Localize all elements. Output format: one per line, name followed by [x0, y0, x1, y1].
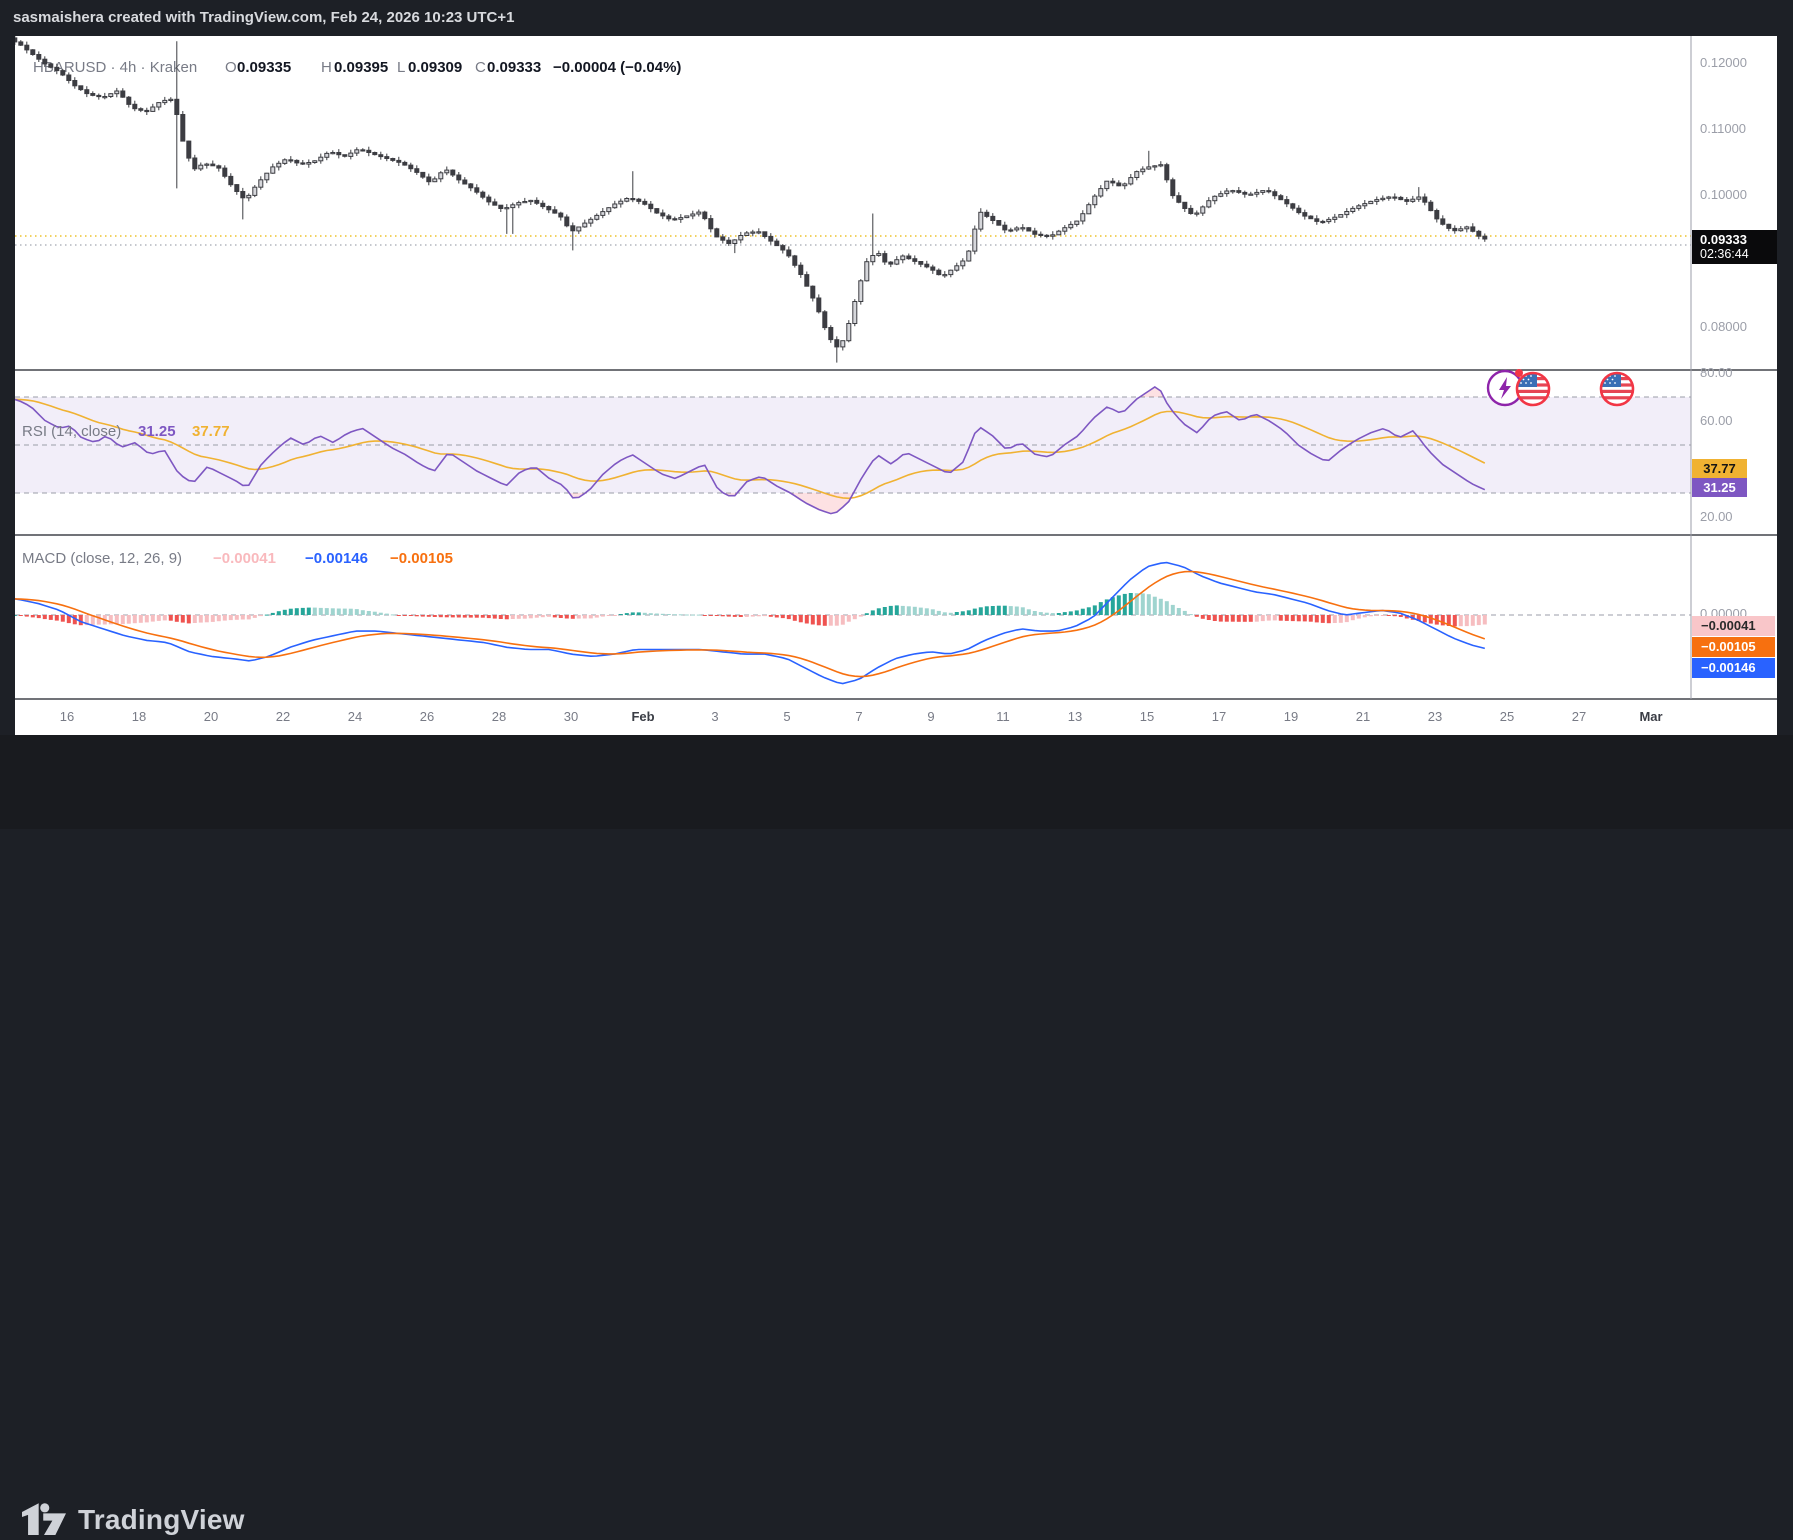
- rsi-value-label: 31.25: [1692, 478, 1747, 497]
- time-axis-label: 23: [1427, 709, 1443, 724]
- time-axis-label: 19: [1283, 709, 1299, 724]
- ohlc-close-value: 0.09333: [487, 59, 541, 76]
- time-axis-label: 20: [203, 709, 219, 724]
- bar-countdown: 02:36:44: [1700, 247, 1749, 261]
- time-axis-label: 11: [996, 709, 1010, 724]
- rsi-axis-label: 60.00: [1700, 413, 1733, 428]
- price-axis-label: 0.12000: [1700, 55, 1747, 70]
- price-axis-label: 0.10000: [1700, 187, 1747, 202]
- macd-legend-title: MACD (close, 12, 26, 9): [22, 550, 182, 567]
- time-axis-label: 22: [275, 709, 291, 724]
- event-icons: [1486, 369, 1635, 407]
- time-axis-label: 16: [59, 709, 75, 724]
- us-flag-event-icon-2: [1599, 371, 1635, 407]
- symbol-title: HBARUSD · 4h · Kraken: [33, 59, 197, 76]
- price-axis-label: 0.11000: [1700, 121, 1747, 136]
- time-axis-label: 26: [419, 709, 435, 724]
- ohlc-open-value: 0.09335: [237, 59, 291, 76]
- time-axis-label: 18: [131, 709, 147, 724]
- macd-signal-value-label: −0.00105: [1692, 637, 1775, 657]
- macd-hist-value-label: −0.00041: [1692, 616, 1775, 636]
- footer-bar: TradingView: [0, 735, 1793, 1536]
- time-axis-label: 7: [855, 709, 863, 724]
- ohlc-low-key: L: [397, 59, 405, 76]
- ohlc-low-value: 0.09309: [408, 59, 462, 76]
- price-axis-label: 0.08000: [1700, 319, 1747, 334]
- symbol-legend: HBARUSD · 4h · Kraken O 0.09335 H 0.0939…: [33, 59, 681, 76]
- rsi-legend-title: RSI (14, close): [22, 423, 121, 440]
- time-axis-label: 13: [1067, 709, 1083, 724]
- rsi-axis-label: 20.00: [1700, 509, 1733, 524]
- event-alert-dot: [1515, 369, 1523, 377]
- time-axis-label: 21: [1355, 709, 1371, 724]
- time-axis-label: 28: [491, 709, 507, 724]
- time-axis-label: 9: [927, 709, 935, 724]
- rsi-ma-legend-value: 37.77: [192, 423, 230, 440]
- time-axis-label: 3: [711, 709, 719, 724]
- rsi-legend-value: 31.25: [138, 423, 176, 440]
- rsi-ma-value-label: 37.77: [1692, 459, 1747, 478]
- us-flag-event-icon: [1515, 369, 1551, 407]
- time-axis-label: 27: [1571, 709, 1587, 724]
- snapshot-attribution-bar: sasmaishera created with TradingView.com…: [0, 0, 1793, 36]
- last-price-value: 0.09333: [1700, 232, 1747, 247]
- ohlc-close-key: C: [475, 59, 486, 76]
- ohlc-high-key: H: [321, 59, 332, 76]
- time-axis-label: 30: [563, 709, 579, 724]
- time-axis-label: Feb: [631, 709, 655, 724]
- time-axis-label: 17: [1211, 709, 1227, 724]
- last-price-label: 0.09333 02:36:44: [1692, 230, 1777, 264]
- change-value: −0.00004 (−0.04%): [553, 59, 681, 76]
- rsi-axis-label: 80.00: [1700, 365, 1733, 380]
- ohlc-open-key: O: [225, 59, 237, 76]
- tradingview-logo-text: TradingView: [78, 1504, 245, 1535]
- chart-area[interactable]: HBARUSD · 4h · Kraken O 0.09335 H 0.0939…: [15, 36, 1777, 735]
- macd-line-value-label: −0.00146: [1692, 658, 1775, 678]
- macd-hist-legend-value: −0.00041: [213, 550, 276, 567]
- tradingview-logo[interactable]: TradingView: [22, 1500, 322, 1540]
- tradingview-logo-icon: [22, 1503, 66, 1536]
- macd-line-legend-value: −0.00146: [305, 550, 368, 567]
- time-axis-label: 15: [1139, 709, 1155, 724]
- chart-canvas[interactable]: HBARUSD · 4h · Kraken O 0.09335 H 0.0939…: [15, 36, 1777, 735]
- time-axis-label: 25: [1499, 709, 1515, 724]
- ohlc-high-value: 0.09395: [334, 59, 388, 76]
- time-axis-label: 5: [783, 709, 791, 724]
- macd-signal-legend-value: −0.00105: [390, 550, 453, 567]
- attribution-text: sasmaishera created with TradingView.com…: [13, 9, 515, 26]
- time-axis-label: Mar: [1639, 709, 1663, 724]
- time-axis-label: 24: [347, 709, 363, 724]
